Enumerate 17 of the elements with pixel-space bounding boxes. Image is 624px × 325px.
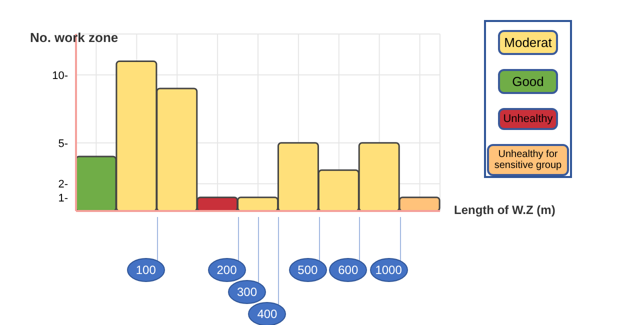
text: Unhealthy for sensitive group	[494, 149, 562, 171]
y-tick-label: 10-	[52, 70, 68, 82]
text: 500	[288, 258, 327, 282]
y-tick-label: 5-	[58, 138, 68, 150]
y-axis-title: No. work zone	[30, 30, 118, 45]
text: 400	[248, 302, 286, 325]
text: 1000	[370, 258, 408, 282]
text: Unhealthy	[503, 113, 553, 125]
text: 100	[126, 258, 165, 282]
y-tick-label: 1-	[58, 192, 68, 204]
text: Good	[512, 74, 544, 89]
y-tick-label: 2-	[58, 178, 68, 191]
text: Moderat	[504, 35, 552, 50]
text: 200	[208, 258, 246, 282]
text: 300	[228, 280, 266, 304]
x-axis-title: Length of W.Z (m)	[454, 203, 556, 217]
text: 600	[329, 258, 368, 282]
